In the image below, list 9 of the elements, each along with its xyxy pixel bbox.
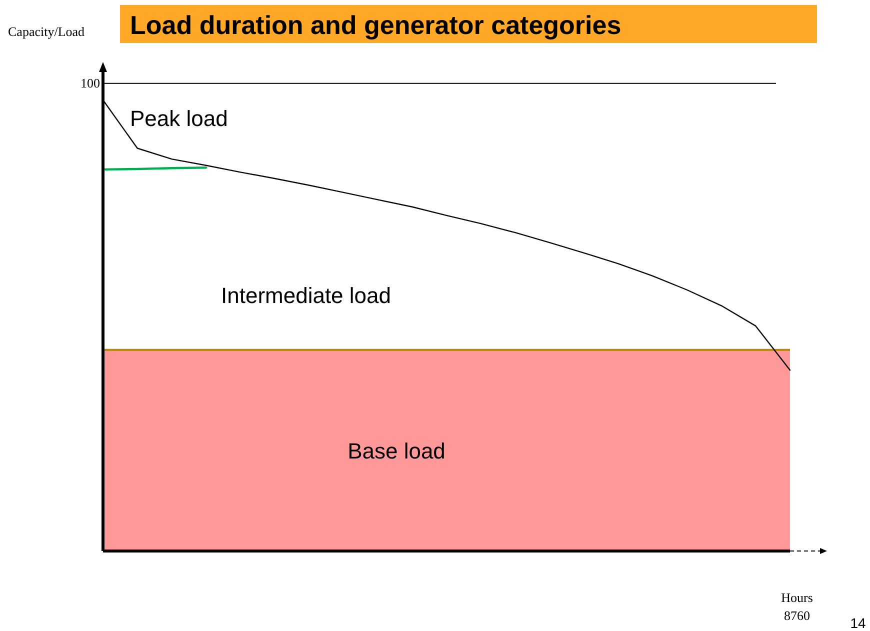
x-axis-title: Hours <box>781 590 813 605</box>
text: 8760 <box>784 608 810 623</box>
text: 14 <box>850 615 866 631</box>
y-axis-title: Capacity/Load <box>8 24 86 39</box>
chart-title: Load duration and generator categories <box>130 10 622 40</box>
annotation: Peak load <box>130 106 228 131</box>
band-label: Base load <box>348 438 446 464</box>
text: 100 <box>80 75 100 90</box>
annotation: Intermediate load <box>221 283 391 308</box>
